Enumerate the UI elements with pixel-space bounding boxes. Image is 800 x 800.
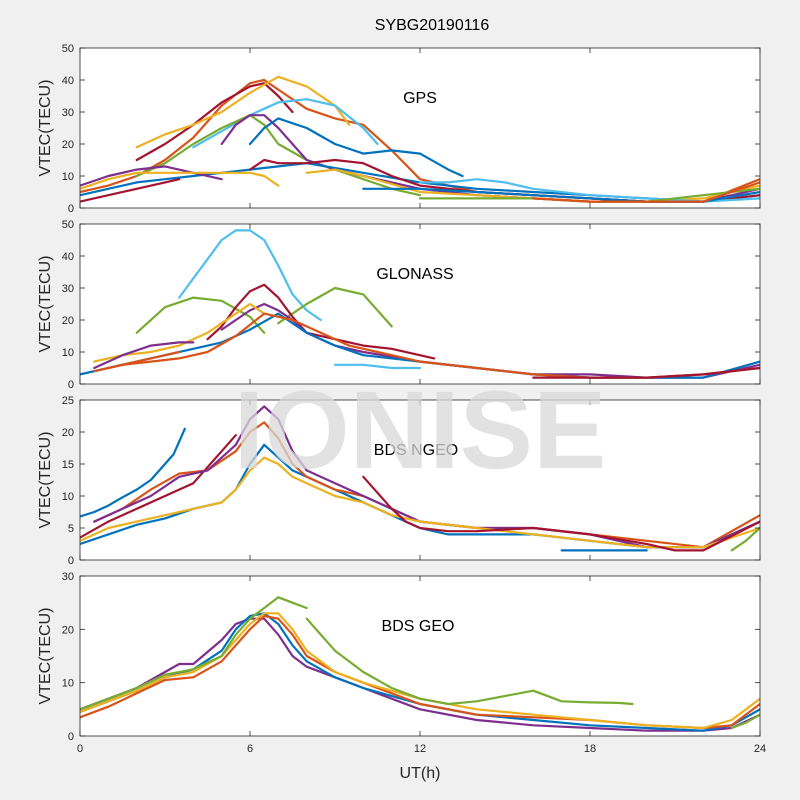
series-line-9 [80, 178, 181, 203]
plot-area [80, 576, 760, 736]
y-tick-label: 40 [62, 251, 74, 263]
y-axis-label: VTEC(TECU) [37, 80, 54, 177]
y-tick-label: 10 [62, 491, 74, 503]
y-axis-label: VTEC(TECU) [37, 432, 54, 529]
series-line-5 [135, 114, 422, 197]
x-tick-label: 12 [414, 743, 426, 755]
y-tick-label: 0 [68, 731, 74, 743]
y-tick-label: 0 [68, 379, 74, 391]
panel-title: GPS [403, 90, 437, 107]
series-line-2 [80, 612, 760, 732]
series-line-4 [192, 98, 379, 149]
y-tick-label: 40 [62, 75, 74, 87]
series-line-4 [206, 283, 436, 360]
series-line-5 [220, 302, 760, 379]
series-line-5 [80, 596, 308, 711]
y-tick-label: 30 [62, 571, 74, 583]
panel-2: 0 10 20 30 40 50 VTEC(TECU) GLONASS [37, 219, 761, 391]
y-tick-label: 25 [62, 395, 74, 407]
series-line-11 [333, 363, 422, 370]
y-tick-label: 20 [62, 427, 74, 439]
panel-title: BDS NGEO [374, 442, 458, 459]
series-group [80, 75, 760, 203]
y-tick-label: 20 [62, 624, 74, 636]
series-line-1 [178, 229, 322, 322]
y-tick-label: 20 [62, 315, 74, 327]
figure-title: SYBG20190116 [375, 17, 490, 34]
series-line-10 [107, 350, 181, 370]
series-group [80, 405, 760, 552]
series-line-11 [80, 171, 280, 190]
series-line-3 [135, 75, 351, 149]
watermark-text: IONISE [234, 369, 607, 492]
series-line-17 [532, 181, 760, 203]
panel-title: GLONASS [376, 266, 453, 283]
y-tick-label: 50 [62, 219, 74, 231]
series-line-2 [135, 296, 266, 334]
series-line-9 [93, 341, 195, 370]
y-tick-label: 50 [62, 43, 74, 55]
series-line-12 [532, 366, 760, 379]
series-line-3 [80, 434, 237, 539]
x-tick-label: 18 [584, 743, 596, 755]
plot-area [80, 224, 760, 384]
y-tick-label: 0 [68, 555, 74, 567]
series-line-1 [80, 427, 186, 518]
y-tick-label: 10 [62, 347, 74, 359]
series-line-2 [135, 82, 294, 162]
y-tick-label: 0 [68, 203, 74, 215]
plot-area [80, 400, 760, 560]
y-tick-label: 15 [62, 459, 74, 471]
series-line-7 [248, 117, 464, 178]
x-axis-label: UT(h) [400, 765, 441, 782]
series-group [80, 229, 760, 379]
series-line-4 [80, 612, 760, 730]
panel-4: 0 6 12 18 24 0 10 20 30 VTEC(TECU) BDS GEO [37, 571, 766, 755]
y-tick-label: 10 [62, 171, 74, 183]
series-line-1 [80, 617, 760, 732]
panel-1: 0 10 20 30 40 50 VTEC(TECU) GPS [37, 43, 761, 215]
y-tick-label: 5 [68, 523, 74, 535]
y-tick-label: 10 [62, 678, 74, 690]
x-tick-label: 24 [754, 743, 766, 755]
y-tick-label: 20 [62, 139, 74, 151]
panel-title: BDS GEO [382, 618, 455, 635]
x-tick-label: 0 [77, 743, 83, 755]
series-line-7 [730, 713, 760, 730]
series-line-6 [80, 456, 760, 549]
y-axis-label: VTEC(TECU) [37, 256, 54, 353]
series-line-8 [730, 526, 760, 552]
y-tick-label: 30 [62, 107, 74, 119]
y-tick-label: 30 [62, 283, 74, 295]
y-axis-label: VTEC(TECU) [37, 608, 54, 705]
series-group [80, 596, 760, 732]
series-line-6 [305, 617, 634, 706]
panel-3: 0 5 10 15 20 25 VTEC(TECU) BDS NGEO [37, 395, 761, 567]
series-line-3 [277, 286, 393, 328]
x-tick-label: 6 [247, 743, 253, 755]
series-line-7 [362, 475, 760, 552]
